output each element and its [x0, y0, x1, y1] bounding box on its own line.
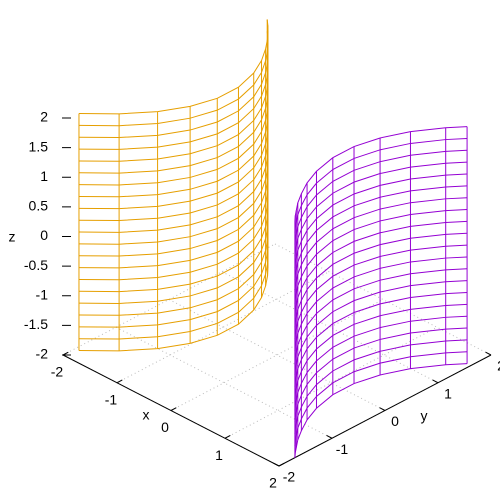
- x-tick: [170, 407, 177, 411]
- surface-row: [78, 31, 269, 127]
- surface-row: [78, 54, 269, 150]
- y-tick-label: 2: [497, 358, 500, 374]
- surface-row: [294, 363, 468, 458]
- x-axis-label: x: [143, 407, 150, 423]
- z-tick-label: -2: [36, 346, 49, 362]
- z-tick-label: -1: [36, 286, 49, 302]
- y-tick: [379, 407, 386, 411]
- surface-row: [294, 339, 468, 435]
- grid-line: [274, 243, 492, 356]
- y-tick: [326, 435, 333, 439]
- x-tick-label: -1: [105, 391, 118, 407]
- z-tick-label: 0.5: [29, 198, 49, 214]
- x-tick-label: -2: [51, 364, 64, 380]
- z-tick-label: 1: [40, 168, 48, 184]
- y-tick: [485, 351, 492, 356]
- x-tick: [116, 379, 123, 384]
- z-tick-label: -1.5: [24, 316, 48, 332]
- surface-row: [294, 351, 468, 446]
- grid-line: [224, 326, 438, 439]
- z-tick-label: 0: [40, 227, 48, 243]
- z-tick-label: 1.5: [29, 138, 49, 154]
- y-tick-label: -1: [336, 441, 349, 457]
- y-tick-label: -2: [283, 469, 296, 485]
- y-tick-label: 0: [391, 413, 399, 429]
- grid-line: [115, 326, 333, 439]
- grid-line: [221, 271, 439, 384]
- z-axis-label: z: [9, 229, 16, 245]
- grid-line: [168, 299, 386, 411]
- axis-line: [62, 354, 280, 467]
- x-tick-label: 1: [215, 447, 223, 463]
- y-tick: [432, 379, 439, 384]
- axis-line: [278, 354, 492, 467]
- y-axis-label: y: [421, 408, 428, 424]
- z-tick-label: -0.5: [24, 257, 48, 273]
- z-tick-label: 2: [40, 109, 48, 125]
- surface-row: [78, 43, 269, 139]
- surface-row: [78, 19, 269, 115]
- x-tick: [224, 435, 231, 439]
- x-tick-label: 2: [269, 475, 277, 491]
- x-tick-label: 0: [161, 419, 169, 435]
- y-tick-label: 1: [444, 385, 452, 401]
